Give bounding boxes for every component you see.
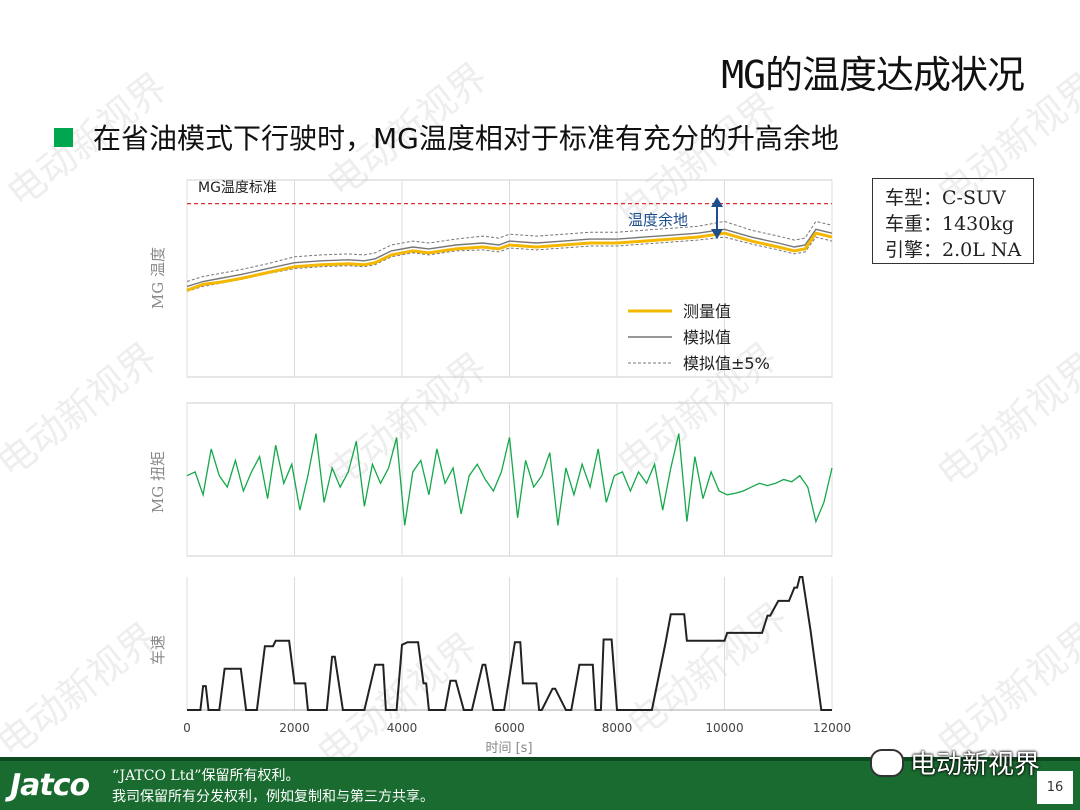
x-tick-label: 12000 [813, 721, 851, 735]
temp-simulated-line [186, 228, 833, 288]
wechat-text: 电动新视界 [910, 750, 1041, 780]
spec-engine: 引擎：2.0L NA [885, 239, 1022, 261]
x-tick-label: 10000 [705, 721, 743, 735]
x-tick-label: 6000 [494, 721, 525, 735]
vehicle-spec-box: 车型：C-SUV 车重：1430kg 引擎：2.0L NA [872, 178, 1034, 264]
torque-grid [186, 403, 833, 556]
x-tick-label: 0 [183, 721, 191, 735]
speed-line [187, 576, 832, 711]
temp-measured-line [186, 231, 833, 292]
bullet-square-icon [54, 127, 73, 147]
speed-ylabel: 车速 [149, 635, 167, 665]
temp-ylabel: MG 温度 [149, 247, 167, 309]
x-tick-label: 4000 [387, 721, 418, 735]
temp-margin-label: 温度余地 [628, 211, 688, 229]
spec-vehicle-weight: 车重：1430kg [885, 213, 1015, 235]
x-tick-label: 8000 [602, 721, 633, 735]
torque-ylabel: MG 扭矩 [149, 451, 167, 513]
legend-band-label: 模拟值±5% [683, 354, 770, 373]
spec-vehicle-type: 车型：C-SUV [885, 187, 1006, 209]
speed-xlabel: 时间 [s] [485, 741, 532, 756]
bullet-point: 在省油模式下行驶时，MG温度相对于标准有充分的升高余地 [54, 117, 839, 157]
jatco-logo: Jatco [10, 768, 90, 803]
page-number: 16 [1037, 771, 1073, 804]
bullet-text: 在省油模式下行驶时，MG温度相对于标准有充分的升高余地 [93, 122, 839, 155]
footer-copyright-line1: “JATCO Ltd”保留所有权利。 [112, 768, 300, 784]
temp-band-upper [186, 220, 833, 282]
temp-legend: 测量值 模拟值 模拟值±5% [628, 302, 770, 373]
wechat-watermark: 电动新视界 [870, 744, 1040, 781]
legend-simulated-label: 模拟值 [683, 328, 731, 347]
wechat-icon [870, 748, 904, 777]
x-tick-label: 2000 [279, 721, 310, 735]
footer-copyright-line2: 我司保留所有分发权利，例如复制和与第三方共享。 [112, 789, 434, 805]
temp-band-lower [186, 236, 833, 292]
legend-measured-label: 测量值 [683, 302, 731, 321]
torque-line [186, 433, 833, 526]
temp-grid [186, 180, 833, 377]
arrow-head-up-icon [711, 197, 723, 207]
speed-xticks: 0 2000 4000 6000 8000 10000 12000 [183, 721, 851, 735]
slide-title: MG的温度达成状况 [721, 53, 1025, 97]
speed-grid [186, 577, 833, 710]
footer-strip [0, 757, 1080, 761]
arrow-head-down-icon [711, 229, 723, 239]
temp-limit-label: MG温度标准 [198, 180, 277, 196]
